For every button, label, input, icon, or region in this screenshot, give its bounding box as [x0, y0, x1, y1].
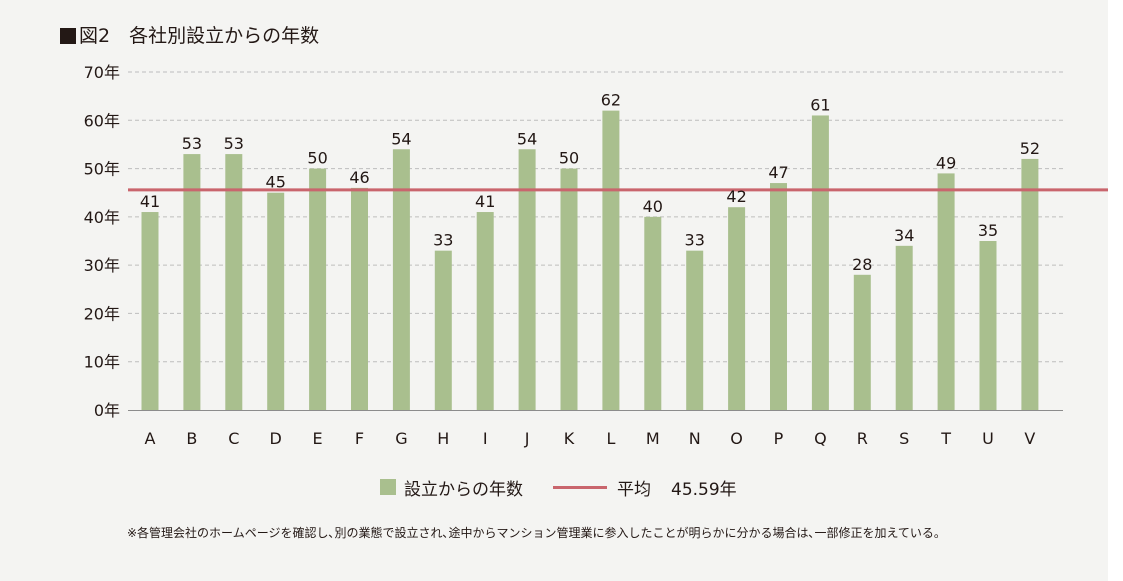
- chart-title: 図2 各社別設立からの年数: [60, 24, 319, 48]
- bar: [770, 183, 787, 410]
- x-tick-label: D: [270, 429, 282, 448]
- bar-value-label: 28: [852, 255, 872, 274]
- x-tick-label: U: [982, 429, 994, 448]
- bar: [183, 154, 201, 410]
- bar: [1021, 158, 1039, 410]
- bar: [811, 115, 829, 410]
- legend: 設立からの年数 平均 45.59年: [380, 474, 737, 500]
- bar: [225, 154, 243, 410]
- bar-value-label: 45: [266, 173, 286, 192]
- bar: [392, 149, 410, 410]
- x-tick-label: V: [1024, 429, 1035, 448]
- title-square-icon: [60, 28, 76, 44]
- x-tick-label: O: [730, 429, 743, 448]
- x-tick-label: J: [524, 429, 530, 448]
- bar: [309, 168, 327, 410]
- bar: [434, 250, 452, 410]
- bar-value-label: 49: [936, 153, 956, 172]
- x-tick-label: E: [313, 429, 323, 448]
- x-tick-label: R: [857, 429, 868, 448]
- x-tick-label: C: [228, 429, 239, 448]
- bar: [728, 207, 746, 410]
- legend-average-value: 45.59年: [671, 479, 737, 500]
- bar-value-label: 50: [307, 149, 327, 168]
- x-tick-label: K: [564, 429, 575, 448]
- bar-value-label: 33: [433, 231, 453, 250]
- legend-bar-label: 設立からの年数: [404, 479, 523, 500]
- y-tick-label: 20年: [84, 304, 120, 323]
- x-tick-label: Q: [814, 429, 827, 448]
- y-tick-label: 70年: [84, 63, 120, 82]
- bar-value-label: 53: [224, 134, 244, 153]
- bar: [895, 245, 913, 410]
- bar: [267, 192, 285, 410]
- bar-value-label: 52: [1020, 139, 1040, 158]
- bar-value-labels: 41 53 53 45 50 46 54 33 41 54 50 62 40 33 42 47 61 28 34 49…: [140, 91, 1040, 274]
- footnote: ※各管理会社のホームページを確認し､別の業態で設立され､途中からマンション管理業…: [127, 526, 946, 540]
- bars: [141, 110, 1039, 410]
- x-tick-label: B: [186, 429, 197, 448]
- y-axis-tick-labels: 0年 10年 20年 30年 40年 50年 60年 70年: [84, 63, 120, 420]
- y-tick-label: 30年: [84, 256, 120, 275]
- x-tick-label: L: [606, 429, 615, 448]
- bar-value-label: 62: [601, 91, 621, 110]
- x-tick-label: P: [774, 429, 784, 448]
- y-tick-label: 40年: [84, 208, 120, 227]
- bar-value-label: 35: [978, 221, 998, 240]
- bar-value-label: 41: [140, 192, 160, 211]
- bar: [937, 173, 955, 410]
- bar-chart: 0年 10年 20年 30年 40年 50年 60年 70年 41 53 53 45 50 46 54 33…: [84, 63, 1108, 448]
- x-tick-label: M: [646, 429, 660, 448]
- bar-value-label: 61: [810, 95, 830, 114]
- legend-bar-swatch: [380, 479, 396, 495]
- bar: [560, 168, 578, 410]
- x-tick-label: N: [689, 429, 701, 448]
- bar-value-label: 34: [894, 226, 914, 245]
- bar-value-label: 40: [643, 197, 663, 216]
- bar-value-label: 42: [726, 187, 746, 206]
- bar-value-label: 54: [517, 129, 537, 148]
- page-margin: [1108, 0, 1123, 581]
- y-tick-label: 60年: [84, 111, 120, 130]
- x-tick-label: G: [395, 429, 407, 448]
- bar-value-label: 54: [391, 129, 411, 148]
- legend-average-line: [553, 485, 607, 489]
- y-tick-label: 0年: [94, 401, 120, 420]
- x-axis-tick-labels: A B C D E F G H I J K L M N O P Q R S T U V: [145, 429, 1036, 448]
- x-tick-label: I: [483, 429, 488, 448]
- bar-value-label: 46: [349, 168, 369, 187]
- bar-value-label: 50: [559, 149, 579, 168]
- legend-average-label: 平均: [617, 479, 651, 500]
- y-tick-label: 10年: [84, 353, 120, 372]
- bar: [141, 212, 159, 410]
- bar: [979, 241, 997, 410]
- bar-value-label: 53: [182, 134, 202, 153]
- x-tick-label: A: [145, 429, 156, 448]
- chart-title-text: 図2 各社別設立からの年数: [79, 25, 320, 47]
- bar: [853, 274, 871, 410]
- x-tick-label: S: [899, 429, 909, 448]
- bar: [476, 212, 494, 410]
- bar-value-label: 41: [475, 192, 495, 211]
- bar: [644, 216, 662, 410]
- bar-value-label: 47: [768, 163, 788, 182]
- y-tick-label: 50年: [84, 160, 120, 179]
- bar: [686, 250, 704, 410]
- x-tick-label: F: [355, 429, 364, 448]
- bar: [518, 149, 536, 410]
- bar-value-label: 33: [685, 231, 705, 250]
- bar: [602, 110, 620, 410]
- bar: [351, 187, 368, 410]
- x-tick-label: H: [437, 429, 449, 448]
- x-tick-label: T: [940, 429, 951, 448]
